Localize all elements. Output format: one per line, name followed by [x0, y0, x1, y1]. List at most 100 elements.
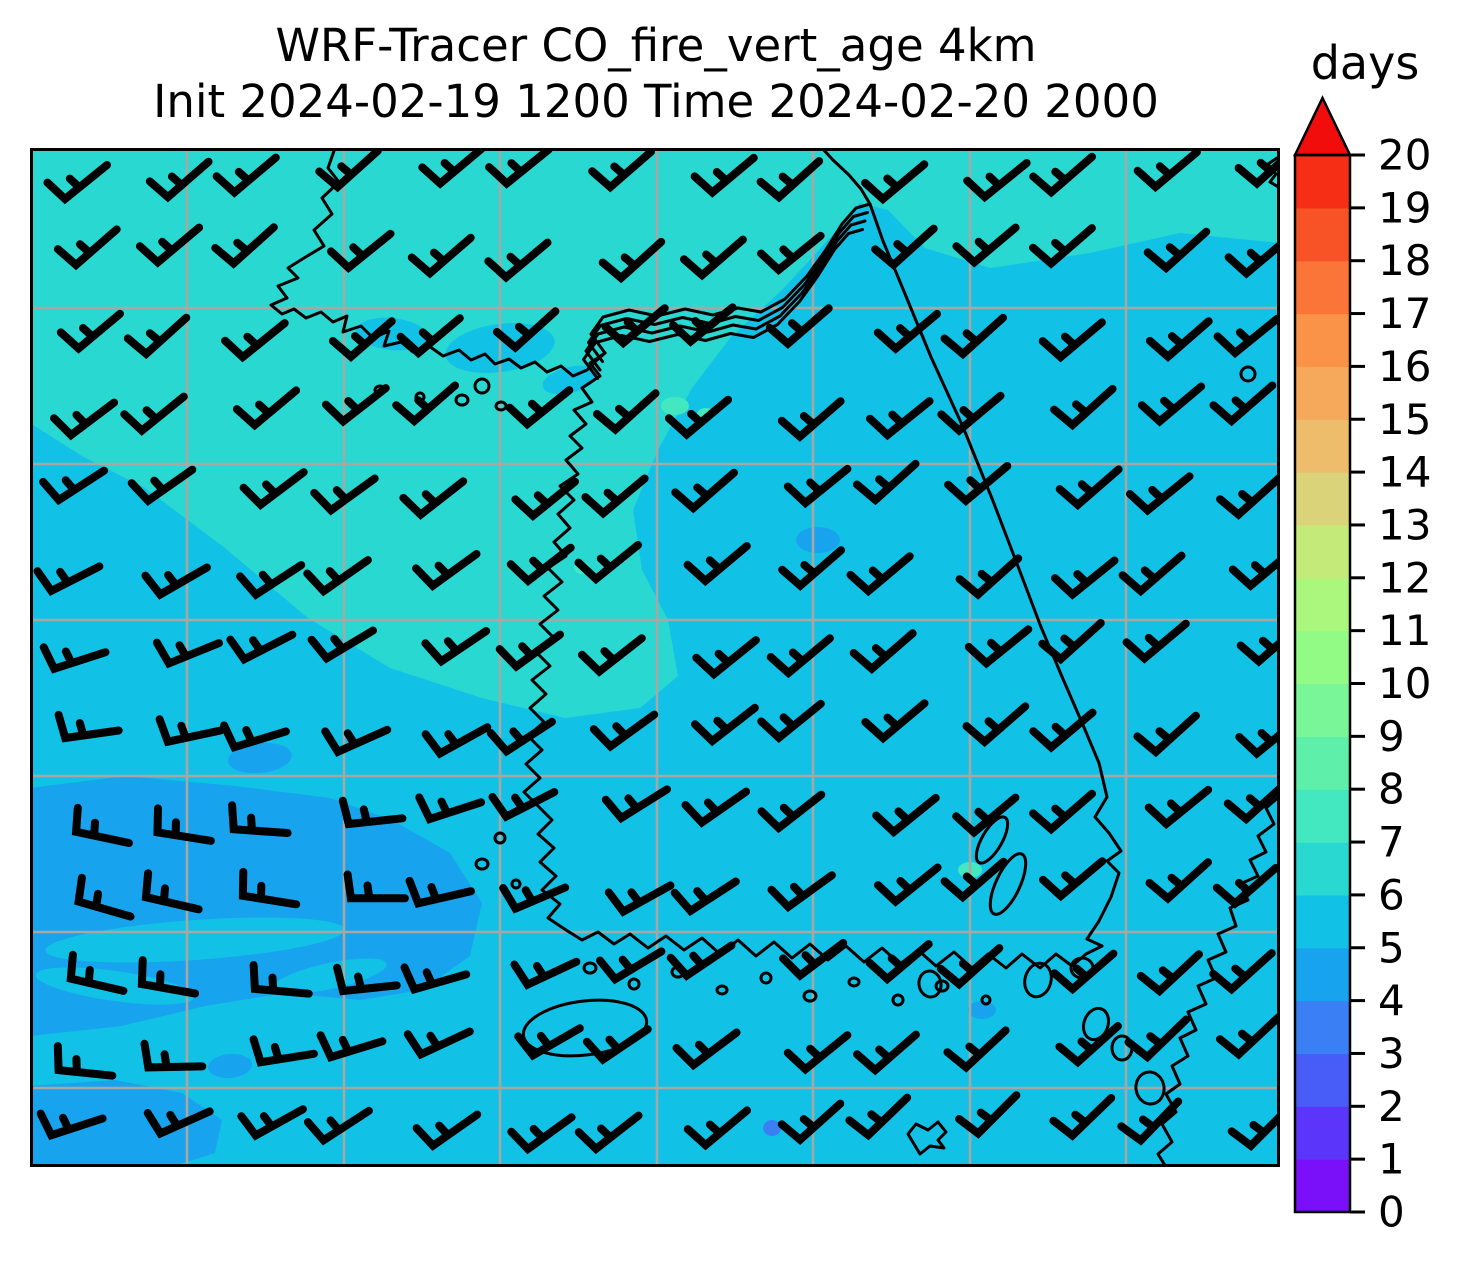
wind-barb	[237, 1105, 307, 1141]
wind-barb	[955, 554, 1023, 600]
wind-barb	[143, 1107, 214, 1139]
wind-barb	[664, 395, 733, 440]
colorbar-band-15-16	[1295, 366, 1350, 420]
wind-barb	[681, 787, 751, 828]
island-outline-21	[1239, 365, 1257, 383]
wind-barb	[1235, 729, 1280, 759]
age-4-5-small-4	[208, 1053, 252, 1079]
wind-barb	[33, 562, 104, 597]
colorbar-band-14-15	[1295, 419, 1350, 473]
wind-barb	[1051, 556, 1119, 600]
wind-barb	[683, 542, 751, 587]
wind-barb	[485, 148, 553, 189]
colorbar-tick-label: 12	[1378, 553, 1431, 602]
colorbar-tick-label: 4	[1378, 976, 1405, 1025]
wind-barb	[327, 229, 395, 273]
coast-ne-corner-fragment	[1266, 154, 1280, 190]
wind-barb	[1216, 474, 1280, 520]
wind-barb	[593, 389, 660, 435]
wind-barb	[778, 546, 846, 591]
colorbar-band-9-10	[1295, 683, 1350, 737]
wind-barb	[511, 477, 579, 521]
wind-barb	[581, 474, 649, 519]
wind-barb	[940, 313, 1007, 360]
colorbar-band-19-20	[1295, 155, 1350, 209]
wind-barb	[853, 1030, 920, 1076]
island-outline-23	[988, 852, 1028, 916]
island-outline-0	[473, 377, 491, 395]
wind-barb	[488, 788, 559, 822]
wind-barb	[120, 392, 188, 436]
wind-barb	[421, 723, 492, 759]
island-outline-7	[510, 878, 522, 890]
map-border	[30, 148, 1280, 1167]
wind-barb	[321, 384, 390, 427]
wind-barb	[692, 636, 760, 680]
wind-barb	[853, 459, 920, 506]
colorbar-tick-label: 13	[1378, 500, 1431, 549]
wind-barb	[412, 1110, 482, 1151]
wind-barb	[683, 1106, 751, 1151]
wind-barb	[1216, 1013, 1280, 1060]
wind-barb	[249, 1035, 318, 1067]
wind-barb	[874, 863, 942, 907]
colorbar-band-16-17	[1295, 313, 1350, 367]
wind-barb	[777, 397, 845, 442]
wind-barb	[343, 870, 409, 903]
wind-barb	[1143, 227, 1211, 274]
wind-barb	[767, 871, 836, 913]
wind-barb	[137, 956, 200, 998]
wind-barb	[1209, 949, 1276, 995]
wind-barb	[666, 941, 736, 981]
island-goto	[906, 1120, 948, 1156]
wind-barb	[145, 157, 213, 203]
wind-barb	[1029, 708, 1097, 753]
wind-barb	[1145, 858, 1212, 904]
wind-barb	[1213, 314, 1280, 359]
colorbar-band-11-12	[1295, 577, 1350, 632]
wind-barb	[1236, 636, 1280, 667]
wind-barb	[1223, 782, 1280, 825]
wind-barb	[963, 159, 1031, 203]
wind-barb	[36, 1109, 107, 1141]
dmz-border-lines-0	[589, 202, 872, 355]
wind-barb	[757, 231, 825, 276]
wind-barb	[338, 796, 407, 829]
wind-barb	[955, 1091, 1021, 1139]
wind-barb	[307, 626, 377, 664]
dmz-border-lines-1	[587, 211, 869, 363]
wind-barb	[1212, 864, 1280, 909]
wind-barb	[54, 710, 123, 743]
colorbar-tick-label: 3	[1378, 1029, 1405, 1078]
wind-barb	[405, 876, 475, 908]
figure-title-line1: WRF-Tracer CO_fire_vert_age 4km	[275, 19, 1037, 72]
island-outline-14	[847, 976, 861, 988]
island-outline-12	[759, 971, 773, 985]
wind-barb	[152, 638, 223, 669]
wind-barb	[690, 153, 758, 198]
wind-barb	[39, 643, 110, 674]
wind-barb	[1050, 949, 1118, 995]
colorbar-tick-label: 5	[1378, 923, 1405, 972]
wind-barb	[952, 793, 1020, 838]
colorbar-tick-label: 2	[1378, 1082, 1405, 1131]
colorbar-band-5-6	[1295, 894, 1350, 949]
colorbar-band-13-14	[1295, 472, 1350, 526]
wind-barb	[53, 1042, 117, 1080]
wind-barb	[141, 869, 203, 914]
island-outline-5	[493, 831, 507, 845]
colorbar-tick-label: 20	[1378, 131, 1431, 180]
colorbar-band-1-2	[1295, 1106, 1350, 1160]
wind-barb	[495, 630, 564, 672]
wind-barb	[1136, 950, 1203, 997]
wind-barb	[861, 160, 929, 205]
wind-barb	[670, 877, 740, 917]
colorbar-tick-label: 14	[1378, 448, 1431, 497]
wind-barb	[765, 304, 833, 350]
wind-barb	[140, 1039, 207, 1072]
island-outline-6	[474, 857, 490, 871]
wind-barb	[71, 803, 133, 847]
colorbar-band-4-5	[1295, 947, 1350, 1002]
colorbar-tick-label: 7	[1378, 818, 1405, 867]
wind-barb	[849, 629, 917, 674]
